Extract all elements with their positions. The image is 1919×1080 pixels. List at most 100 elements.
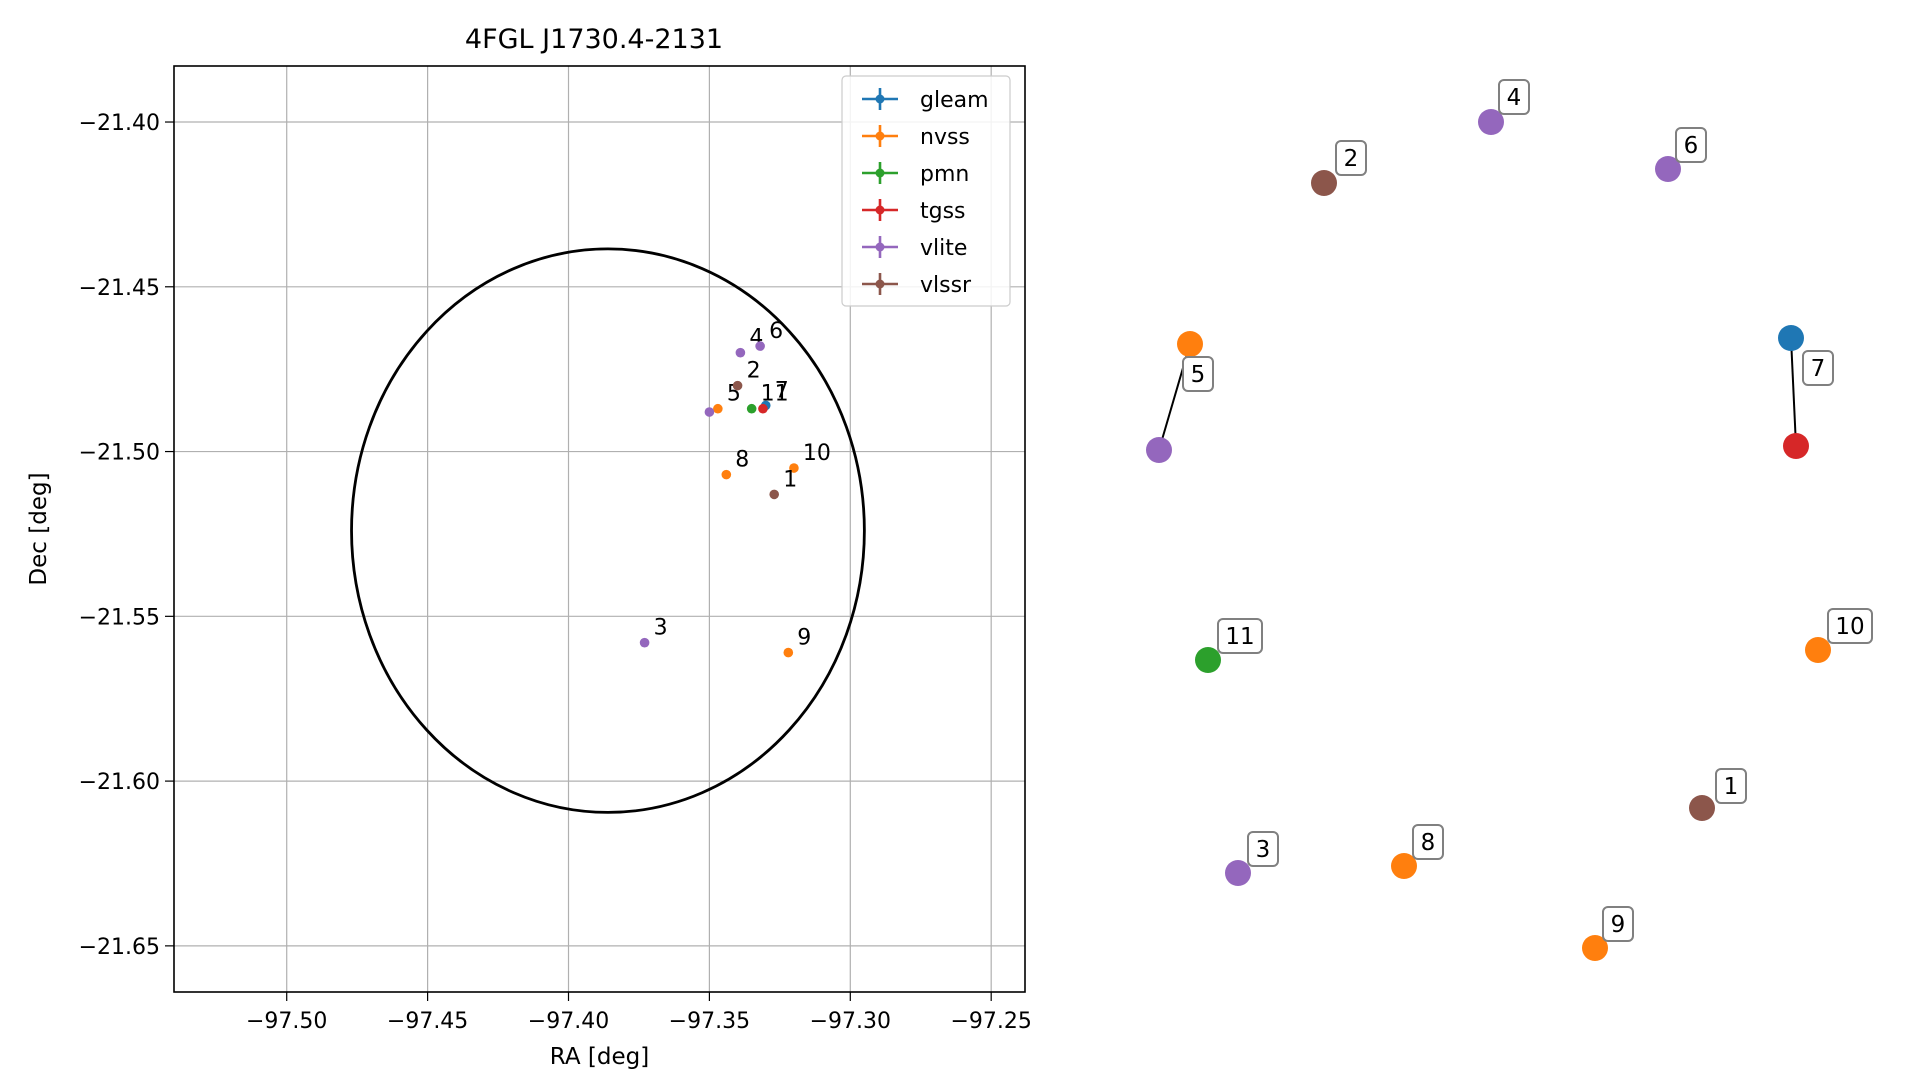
source-point-vlssr bbox=[769, 489, 780, 500]
marker-label: 3 bbox=[1256, 837, 1271, 863]
legend-swatch-dot bbox=[875, 279, 885, 289]
x-tick-label: −97.30 bbox=[810, 1009, 891, 1034]
point-label: 10 bbox=[803, 441, 831, 466]
marker-label-box: 3 bbox=[1247, 831, 1279, 867]
legend-label: gleam bbox=[920, 88, 989, 113]
y-tick-label: −21.40 bbox=[79, 111, 160, 136]
marker-label-box: 4 bbox=[1498, 79, 1530, 115]
label-box-frame bbox=[1412, 824, 1444, 860]
marker-label-box: 2 bbox=[1335, 140, 1367, 176]
y-tick-label: −21.45 bbox=[79, 276, 160, 301]
source-point-vlite bbox=[639, 637, 650, 648]
marker-dot bbox=[1582, 935, 1608, 961]
label-box-frame bbox=[1498, 79, 1530, 115]
marker-dot bbox=[1805, 637, 1831, 663]
source-point-pmn bbox=[746, 403, 757, 414]
axis-ticks: −97.50 −97.45 −97.40 −97.35 −97.30 −97.25 −21.… bbox=[79, 111, 1032, 1034]
marker-label: 1 bbox=[1724, 774, 1739, 800]
legend-entry: vlssr bbox=[862, 273, 972, 298]
marker-dot bbox=[1655, 156, 1681, 182]
legend-label: nvss bbox=[920, 125, 970, 150]
point-label: 2 bbox=[747, 359, 761, 384]
label-box-frame bbox=[1827, 608, 1873, 644]
marker-dot bbox=[1783, 433, 1809, 459]
y-tick-label: −21.65 bbox=[79, 935, 160, 960]
point-label: 7 bbox=[775, 378, 789, 403]
marker-label: 11 bbox=[1225, 624, 1254, 650]
marker-label: 7 bbox=[1811, 356, 1826, 382]
marker-label-box: 7 bbox=[1802, 350, 1834, 386]
legend-swatch-dot bbox=[875, 205, 885, 215]
source-point-nvss bbox=[721, 469, 732, 480]
point-label: 1 bbox=[783, 467, 797, 492]
legend-label: vlite bbox=[920, 236, 967, 261]
legend-entry: tgss bbox=[862, 199, 966, 224]
source-point-nvss bbox=[713, 403, 723, 414]
marker-label: 8 bbox=[1421, 830, 1436, 856]
source-point-nvss bbox=[783, 647, 794, 658]
connector-line bbox=[1790, 337, 1797, 447]
x-axis-label: RA [deg] bbox=[550, 1044, 649, 1070]
marker-dot bbox=[1177, 331, 1203, 357]
source-point-vlite bbox=[704, 407, 715, 417]
legend: gleam nvss pmn tgss vlite vlssr bbox=[841, 75, 1011, 307]
legend-swatch-dot bbox=[875, 168, 885, 178]
marker-dot bbox=[1146, 437, 1172, 463]
axes-frame bbox=[173, 65, 1026, 993]
marker-label: 10 bbox=[1835, 614, 1864, 640]
legend-entry: pmn bbox=[862, 162, 969, 187]
source-point-vlite bbox=[755, 341, 765, 351]
label-box-frame bbox=[1335, 140, 1367, 176]
label-box-frame bbox=[1675, 127, 1707, 163]
legend-entry: vlite bbox=[862, 236, 967, 261]
marker-label: 9 bbox=[1611, 912, 1626, 938]
chart-title: 4FGL J1730.4-2131 bbox=[465, 24, 723, 55]
label-box-frame bbox=[1247, 831, 1279, 867]
source-point-nvss bbox=[789, 463, 799, 473]
label-box-frame bbox=[1602, 906, 1634, 942]
marker-label-box: 6 bbox=[1675, 127, 1707, 163]
y-tick-label: −21.60 bbox=[79, 770, 160, 795]
marker-label-box: 11 bbox=[1217, 618, 1263, 654]
marker-label-box: 8 bbox=[1412, 824, 1444, 860]
marker-label: 4 bbox=[1507, 85, 1522, 111]
marker-dot bbox=[1478, 109, 1504, 135]
point-label: 11 bbox=[761, 382, 789, 407]
marker-label-box: 9 bbox=[1602, 906, 1634, 942]
legend-swatch-dot bbox=[875, 94, 885, 104]
x-tick-label: −97.40 bbox=[528, 1009, 609, 1034]
marker-label-box: 5 bbox=[1182, 356, 1214, 392]
x-tick-label: −97.25 bbox=[950, 1009, 1031, 1034]
x-tick-label: −97.35 bbox=[669, 1009, 750, 1034]
x-tick-label: −97.45 bbox=[387, 1009, 468, 1034]
marker-label-box: 1 bbox=[1715, 768, 1747, 804]
label-box-frame bbox=[1802, 350, 1834, 386]
x-tick-label: −97.50 bbox=[246, 1009, 327, 1034]
marker-label: 2 bbox=[1344, 146, 1359, 172]
legend-swatch-dot bbox=[875, 131, 885, 141]
label-box-frame bbox=[1217, 618, 1263, 654]
y-axis-label: Dec [deg] bbox=[26, 472, 52, 585]
marker-dot bbox=[1391, 853, 1417, 879]
point-label: 8 bbox=[735, 448, 749, 473]
source-point-tgss bbox=[758, 403, 768, 414]
marker-dot bbox=[1195, 647, 1221, 673]
point-label: 6 bbox=[769, 319, 783, 344]
y-tick-label: −21.55 bbox=[79, 605, 160, 630]
label-map-panel: 1 2 3 4 5 6 7 8 9 10 11 bbox=[1146, 79, 1873, 961]
legend-label: pmn bbox=[920, 162, 969, 187]
legend-label: vlssr bbox=[920, 273, 972, 298]
marker-dot bbox=[1778, 325, 1804, 351]
legend-entry: gleam bbox=[862, 88, 989, 113]
marker-dot bbox=[1311, 170, 1337, 196]
error-ellipse-group bbox=[350, 247, 866, 814]
legend-entry: nvss bbox=[862, 125, 970, 150]
y-tick-label: −21.50 bbox=[79, 441, 160, 466]
point-label: 9 bbox=[797, 626, 811, 651]
marker-dot bbox=[1689, 795, 1715, 821]
legend-swatch-dot bbox=[875, 242, 885, 252]
source-point-vlssr bbox=[732, 380, 743, 391]
marker-label: 5 bbox=[1191, 362, 1206, 388]
